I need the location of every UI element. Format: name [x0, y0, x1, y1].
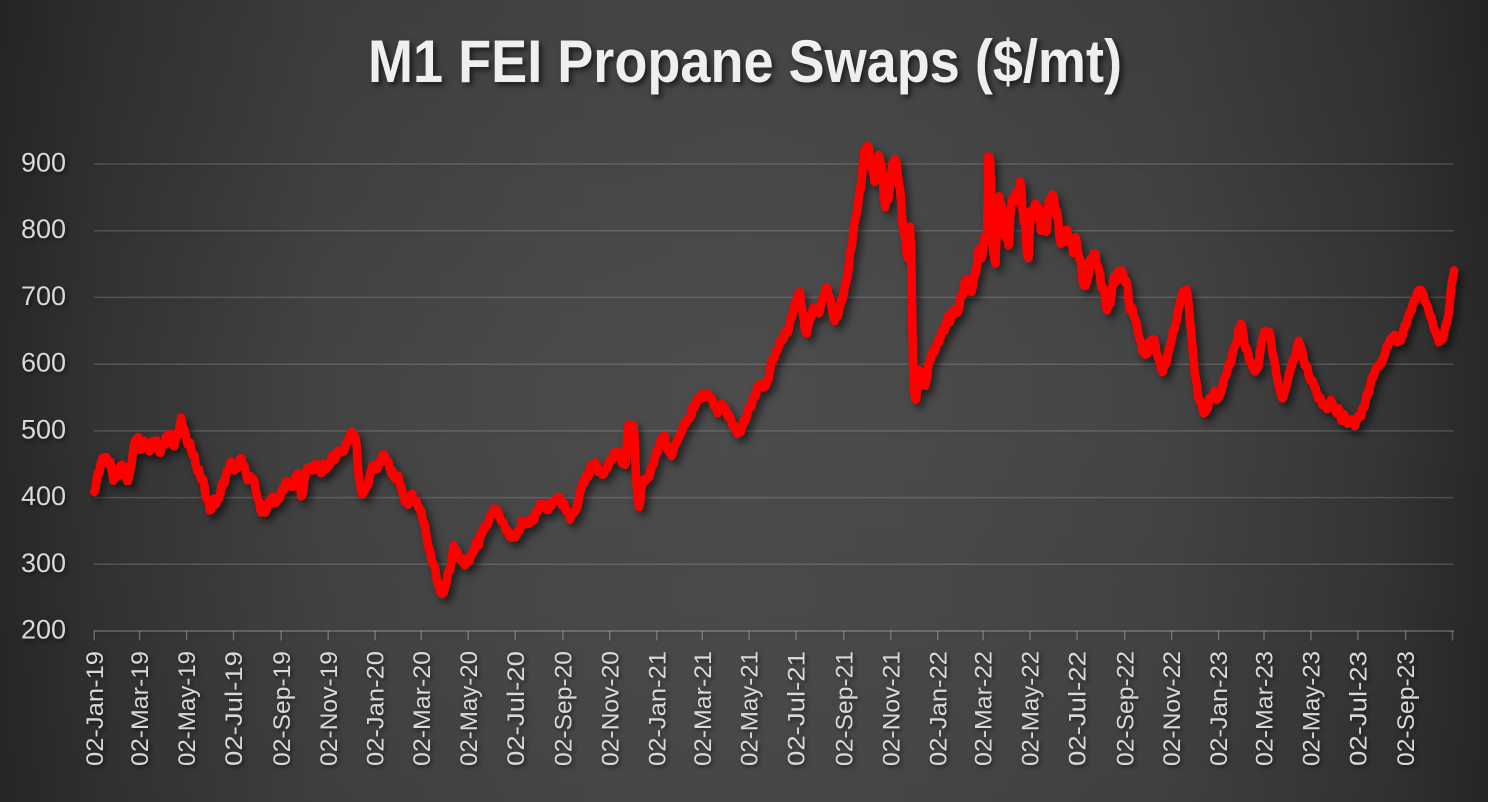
svg-text:02-Sep-19: 02-Sep-19 — [269, 651, 296, 766]
svg-text:02-Jul-19: 02-Jul-19 — [221, 651, 248, 766]
svg-text:900: 900 — [21, 148, 66, 178]
svg-text:02-Sep-23: 02-Sep-23 — [1393, 651, 1420, 766]
svg-text:02-Jul-23: 02-Jul-23 — [1346, 651, 1373, 766]
svg-text:02-Mar-22: 02-Mar-22 — [971, 651, 998, 766]
svg-text:02-Mar-20: 02-Mar-20 — [409, 651, 436, 766]
svg-text:400: 400 — [21, 481, 66, 511]
svg-text:02-Jan-23: 02-Jan-23 — [1206, 651, 1233, 766]
svg-text:700: 700 — [21, 281, 66, 311]
svg-text:02-Jan-19: 02-Jan-19 — [82, 651, 109, 766]
svg-text:02-Jan-22: 02-Jan-22 — [925, 651, 952, 766]
svg-text:02-May-22: 02-May-22 — [1018, 651, 1045, 766]
svg-text:02-Jul-22: 02-Jul-22 — [1065, 651, 1092, 766]
svg-text:02-Jan-20: 02-Jan-20 — [363, 651, 390, 766]
svg-text:300: 300 — [21, 548, 66, 578]
svg-text:500: 500 — [21, 414, 66, 444]
svg-text:02-May-21: 02-May-21 — [737, 651, 764, 766]
svg-text:02-Jul-21: 02-Jul-21 — [784, 651, 811, 766]
svg-text:800: 800 — [21, 214, 66, 244]
svg-text:02-Nov-21: 02-Nov-21 — [878, 651, 905, 766]
svg-text:02-Sep-20: 02-Sep-20 — [551, 651, 578, 766]
svg-text:02-Sep-22: 02-Sep-22 — [1112, 651, 1139, 766]
svg-text:02-Jul-20: 02-Jul-20 — [503, 651, 530, 766]
svg-text:02-Sep-21: 02-Sep-21 — [831, 651, 858, 766]
svg-text:02-Nov-20: 02-Nov-20 — [597, 651, 624, 766]
svg-text:600: 600 — [21, 348, 66, 378]
svg-text:M1 FEI Propane Swaps ($/mt): M1 FEI Propane Swaps ($/mt) — [368, 28, 1122, 95]
svg-text:02-Mar-23: 02-Mar-23 — [1252, 651, 1279, 766]
svg-text:02-Nov-22: 02-Nov-22 — [1159, 651, 1186, 766]
svg-text:02-May-20: 02-May-20 — [456, 651, 483, 766]
svg-text:02-Jan-21: 02-Jan-21 — [644, 651, 671, 766]
svg-text:02-May-19: 02-May-19 — [174, 651, 201, 766]
svg-text:02-Nov-19: 02-Nov-19 — [316, 651, 343, 766]
svg-text:02-May-23: 02-May-23 — [1299, 651, 1326, 766]
svg-text:02-Mar-19: 02-Mar-19 — [127, 651, 154, 766]
svg-text:200: 200 — [21, 615, 66, 645]
svg-text:02-Mar-21: 02-Mar-21 — [690, 651, 717, 766]
